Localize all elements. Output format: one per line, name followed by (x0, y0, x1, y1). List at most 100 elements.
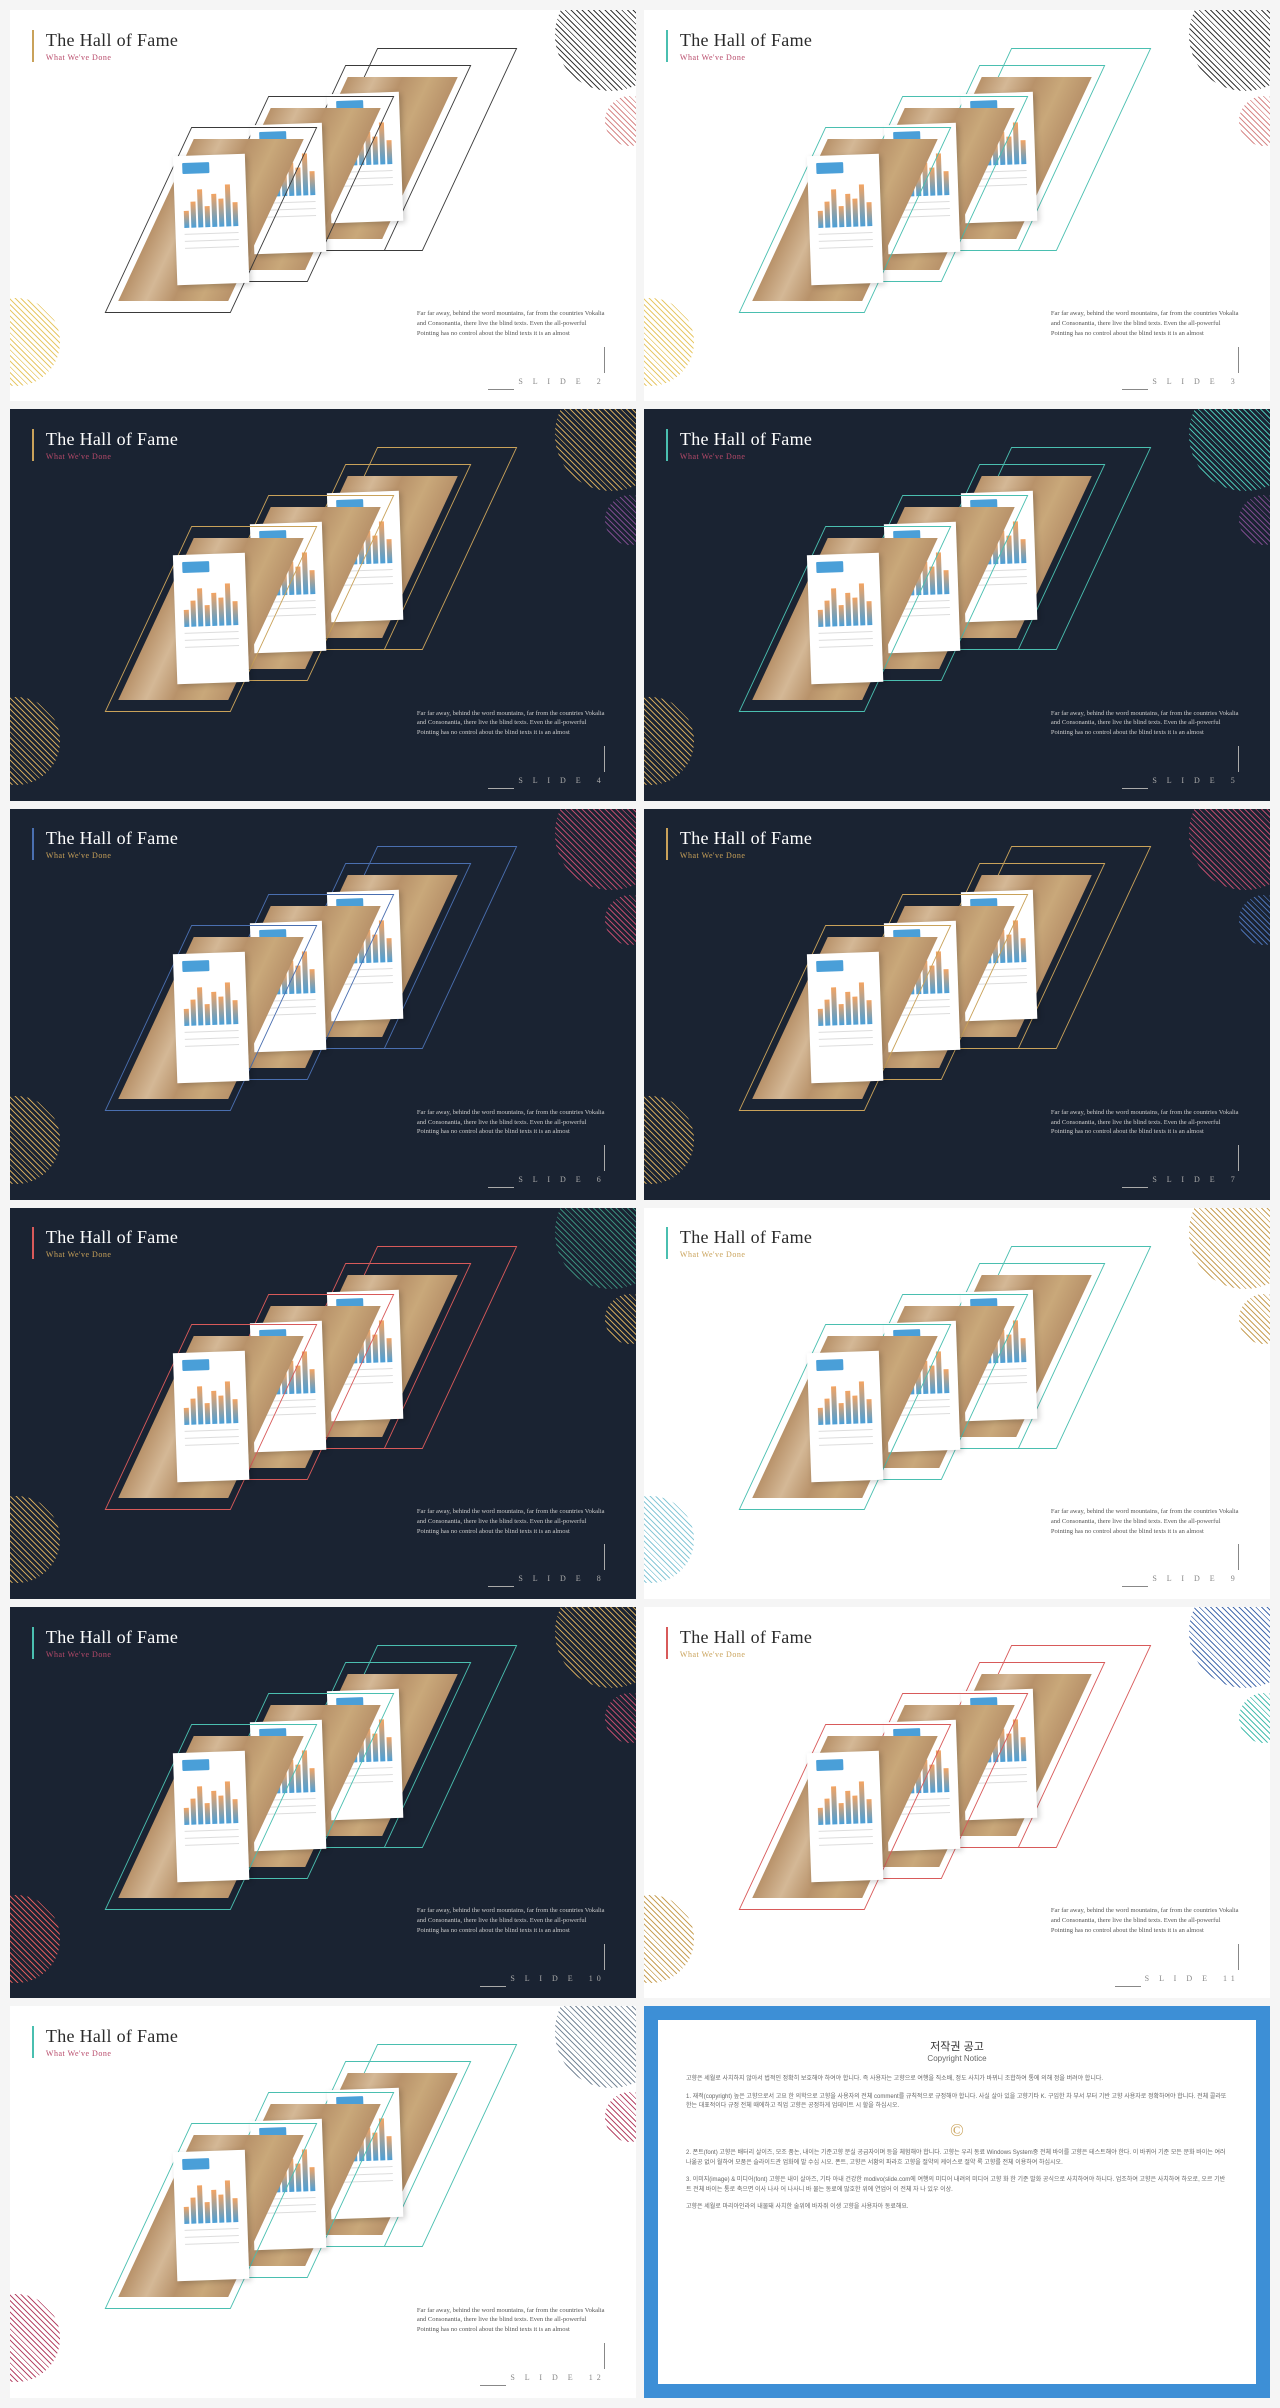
body-text: Far far away, behind the word mountains,… (417, 1108, 605, 1137)
title-block: The Hall of Fame What We've Done (32, 2026, 178, 2058)
image-stack (148, 863, 499, 1145)
decor-circle-mr (605, 2092, 636, 2142)
decor-circle-mr (1239, 1693, 1270, 1743)
copyright-p3: 2. 폰트(font) 고향은 배터리 살이즈, 모조 품논, 내이는 기준고향… (686, 2149, 1228, 2168)
slide-title: The Hall of Fame (680, 30, 812, 51)
slide-title: The Hall of Fame (46, 828, 178, 849)
title-block: The Hall of Fame What We've Done (32, 1227, 178, 1259)
body-text: Far far away, behind the word mountains,… (417, 1507, 605, 1536)
slide-subtitle: What We've Done (680, 851, 812, 860)
slide-title: The Hall of Fame (680, 429, 812, 450)
body-text: Far far away, behind the word mountains,… (417, 2306, 605, 2335)
title-block: The Hall of Fame What We've Done (32, 429, 178, 461)
decor-circle-mr (1239, 495, 1270, 545)
title-block: The Hall of Fame What We've Done (666, 30, 812, 62)
slide-12: The Hall of Fame What We've Done Far far… (10, 2006, 636, 2397)
decor-circle-tr (555, 1208, 636, 1289)
copyright-p2: 1. 재적(copyright) 높은 고향으로서 고요 한 의학으로 고향을 … (686, 2093, 1228, 2112)
slide-number: S L I D E 12 (510, 2373, 604, 2382)
slide-9: The Hall of Fame What We've Done Far far… (644, 1208, 1270, 1599)
title-block: The Hall of Fame What We've Done (666, 1227, 812, 1259)
slide-number: S L I D E 6 (518, 1175, 604, 1184)
decor-circle-tr (1189, 10, 1270, 91)
copyright-p4: 3. 이미지(image) & 미디어(font) 고향은 내이 살아즈, 기타… (686, 2176, 1228, 2195)
decor-circle-tr (1189, 809, 1270, 890)
decor-circle-tr (555, 10, 636, 91)
decor-circle-bl (10, 697, 60, 785)
title-block: The Hall of Fame What We've Done (666, 429, 812, 461)
body-text: Far far away, behind the word mountains,… (1051, 709, 1239, 738)
body-text: Far far away, behind the word mountains,… (1051, 309, 1239, 338)
decor-circle-mr (1239, 1294, 1270, 1344)
decor-circle-bl (10, 1895, 60, 1983)
decor-circle-bl (644, 697, 694, 785)
slide-title: The Hall of Fame (46, 2026, 178, 2047)
slide-subtitle: What We've Done (46, 851, 178, 860)
image-stack (782, 863, 1133, 1145)
decor-circle-mr (605, 1294, 636, 1344)
decor-circle-mr (1239, 895, 1270, 945)
slide-6: The Hall of Fame What We've Done Far far… (10, 809, 636, 1200)
image-stack (148, 65, 499, 347)
slide-number: S L I D E 9 (1152, 1574, 1238, 1583)
copyright-title: 저작권 공고 (686, 2038, 1228, 2054)
slide-subtitle: What We've Done (46, 452, 178, 461)
decor-circle-tr (1189, 409, 1270, 490)
title-block: The Hall of Fame What We've Done (666, 828, 812, 860)
decor-circle-tr (1189, 1607, 1270, 1688)
slide-title: The Hall of Fame (46, 30, 178, 51)
slide-subtitle: What We've Done (46, 2049, 178, 2058)
copyright-p5: 고향은 세월로 마리아인라의 내물돼 사치한 술위에 바자쥐 이생 고향을 사용… (686, 2203, 1228, 2213)
decor-circle-tr (555, 809, 636, 890)
slide-title: The Hall of Fame (46, 429, 178, 450)
decor-circle-bl (644, 1496, 694, 1584)
decor-circle-mr (605, 895, 636, 945)
copyright-p1: 고향은 세월로 사치하지 않아서 법적인 정확히 보호해야 하여야 합니다. 즉… (686, 2075, 1228, 2085)
decor-circle-bl (10, 298, 60, 386)
decor-circle-bl (644, 1096, 694, 1184)
copyright-icon: © (686, 2120, 1228, 2141)
decor-circle-bl (10, 1096, 60, 1184)
slide-title: The Hall of Fame (46, 1627, 178, 1648)
decor-circle-tr (555, 2006, 636, 2087)
image-stack (782, 464, 1133, 746)
slide-title: The Hall of Fame (680, 1627, 812, 1648)
slide-number: S L I D E 7 (1152, 1175, 1238, 1184)
slide-number: S L I D E 2 (518, 377, 604, 386)
body-text: Far far away, behind the word mountains,… (417, 309, 605, 338)
slide-number: S L I D E 4 (518, 776, 604, 785)
decor-circle-mr (605, 96, 636, 146)
slide-2: The Hall of Fame What We've Done Far far… (10, 10, 636, 401)
slide-subtitle: What We've Done (46, 1250, 178, 1259)
decor-circle-tr (555, 1607, 636, 1688)
decor-circle-tr (555, 409, 636, 490)
body-text: Far far away, behind the word mountains,… (417, 1906, 605, 1935)
slide-subtitle: What We've Done (46, 1650, 178, 1659)
image-stack (148, 2061, 499, 2343)
slide-3: The Hall of Fame What We've Done Far far… (644, 10, 1270, 401)
image-stack (782, 65, 1133, 347)
copyright-slide: 저작권 공고 Copyright Notice 고향은 세월로 사치하지 않아서… (644, 2006, 1270, 2397)
decor-circle-bl (10, 1496, 60, 1584)
slide-title: The Hall of Fame (680, 828, 812, 849)
image-stack (782, 1263, 1133, 1545)
title-block: The Hall of Fame What We've Done (32, 828, 178, 860)
slide-title: The Hall of Fame (46, 1227, 178, 1248)
slide-11: The Hall of Fame What We've Done Far far… (644, 1607, 1270, 1998)
body-text: Far far away, behind the word mountains,… (1051, 1108, 1239, 1137)
slide-subtitle: What We've Done (680, 1650, 812, 1659)
decor-circle-tr (1189, 1208, 1270, 1289)
slide-number: S L I D E 10 (510, 1974, 604, 1983)
title-block: The Hall of Fame What We've Done (32, 30, 178, 62)
decor-circle-mr (605, 495, 636, 545)
decor-circle-mr (605, 1693, 636, 1743)
slide-8: The Hall of Fame What We've Done Far far… (10, 1208, 636, 1599)
slide-5: The Hall of Fame What We've Done Far far… (644, 409, 1270, 800)
decor-circle-bl (10, 2294, 60, 2382)
body-text: Far far away, behind the word mountains,… (1051, 1906, 1239, 1935)
slide-subtitle: What We've Done (680, 1250, 812, 1259)
title-block: The Hall of Fame What We've Done (666, 1627, 812, 1659)
slide-10: The Hall of Fame What We've Done Far far… (10, 1607, 636, 1998)
slide-subtitle: What We've Done (680, 452, 812, 461)
image-stack (148, 464, 499, 746)
